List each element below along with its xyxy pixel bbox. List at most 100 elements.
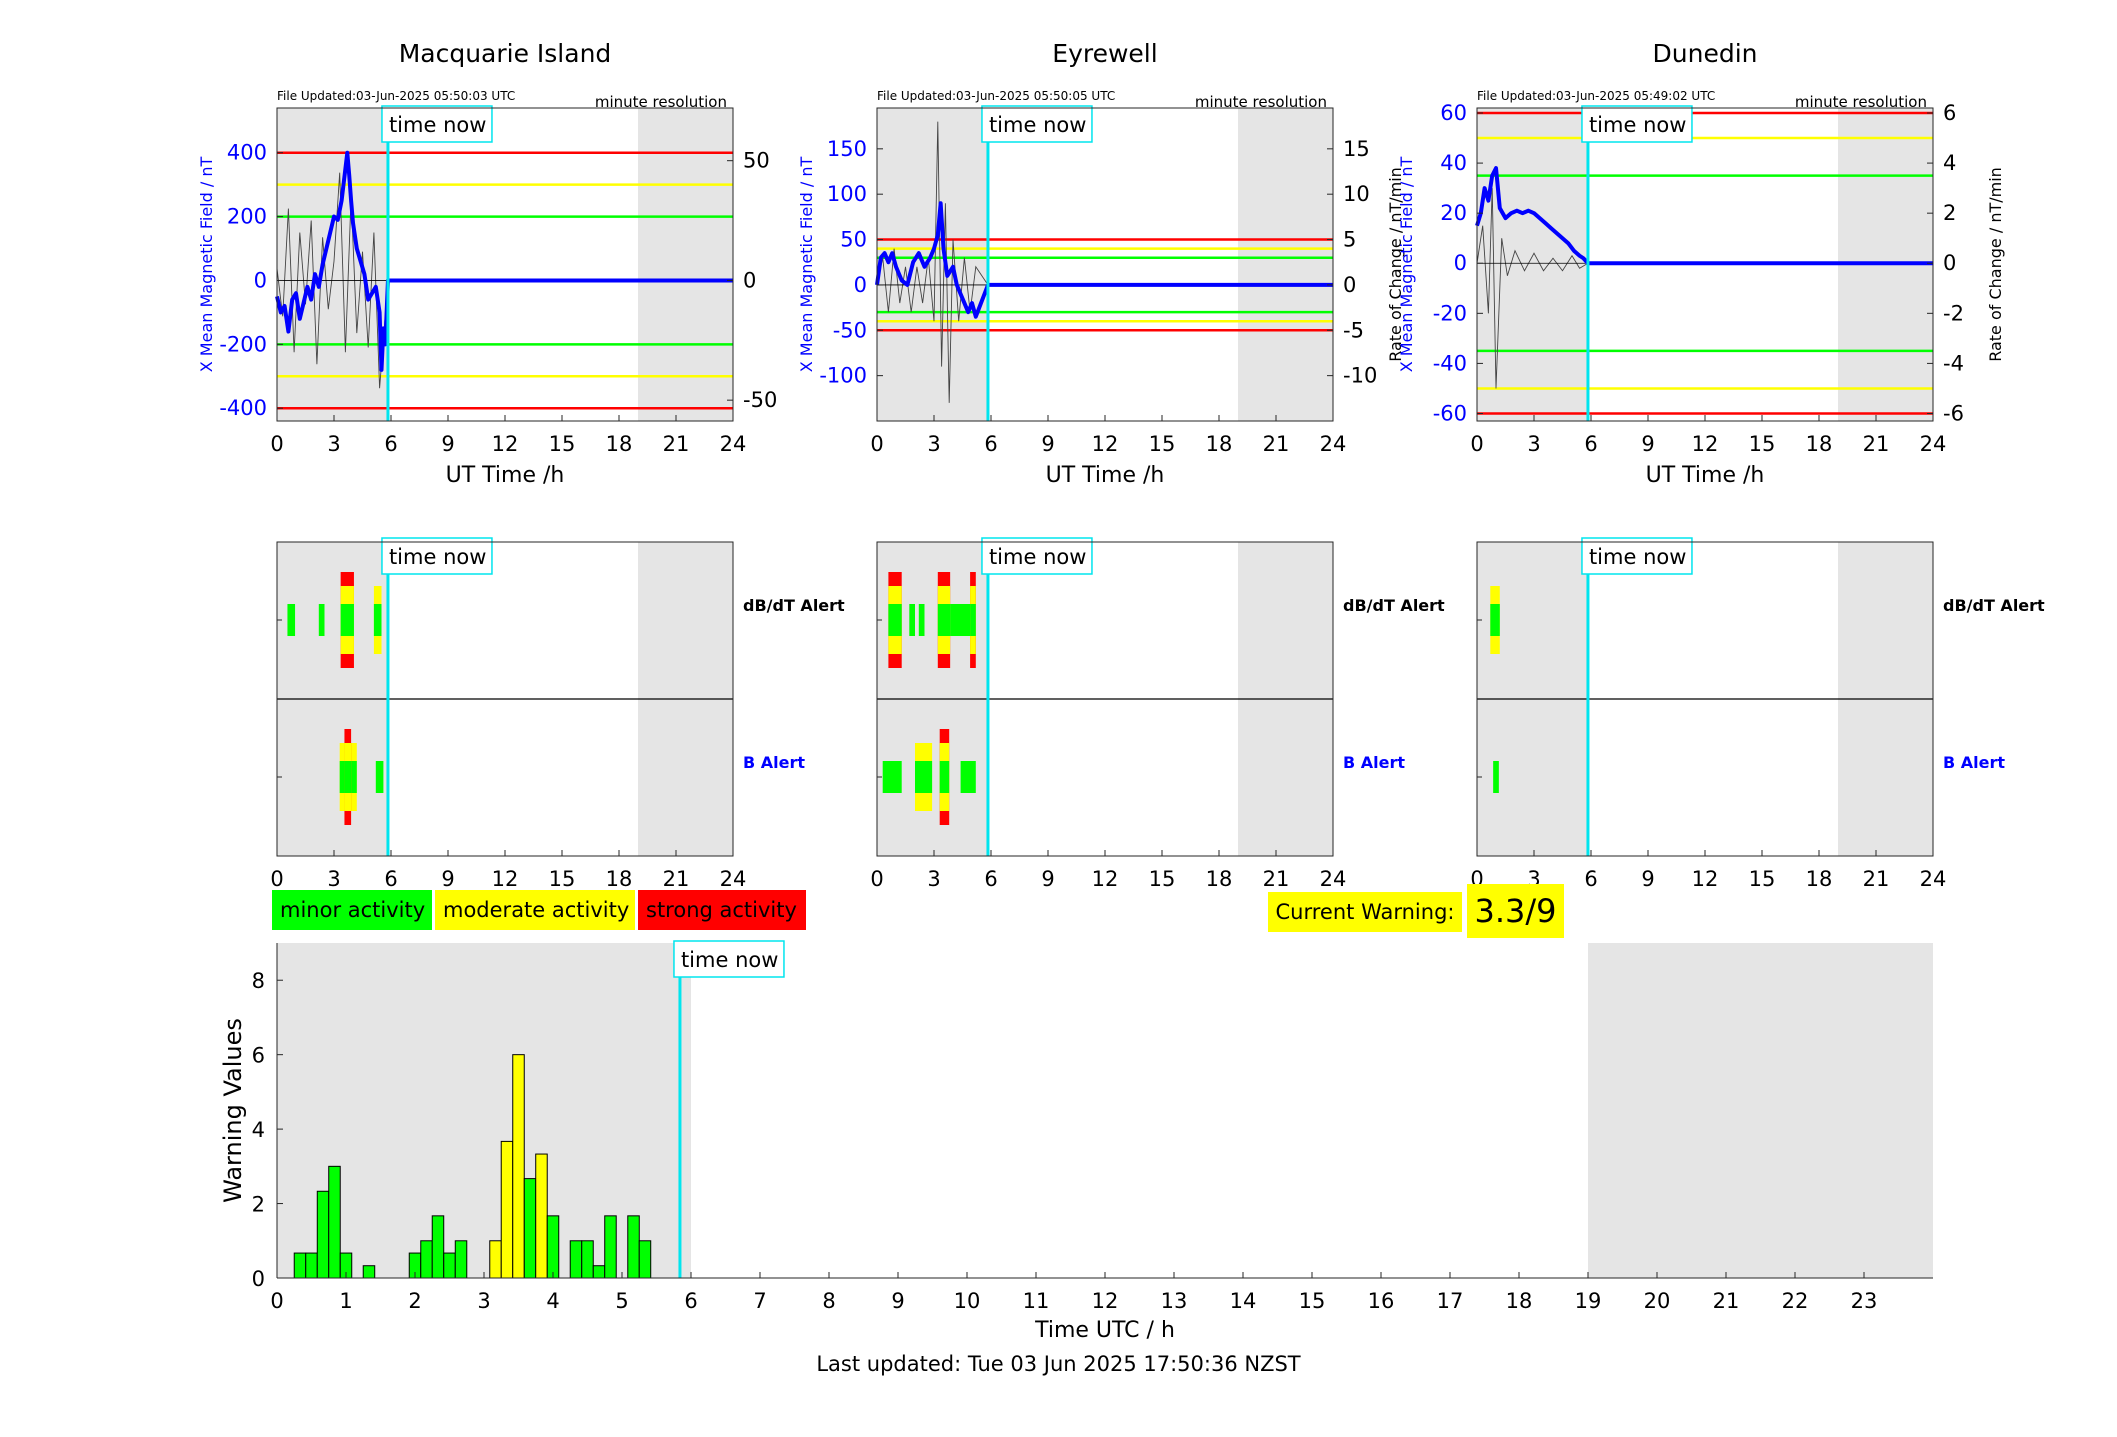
alert-bar-minor: [960, 761, 976, 793]
x-tick-label: 15: [549, 867, 576, 891]
y-tick-label-right: 15: [1343, 137, 1370, 161]
y-tick-label-right: 0: [743, 268, 756, 292]
x-tick-label: 3: [477, 1289, 490, 1313]
warning-bar: [581, 1240, 594, 1279]
warning-bar: [500, 1140, 514, 1279]
x-tick-label: 0: [870, 432, 883, 456]
x-tick-label: 15: [1749, 867, 1776, 891]
x-tick-label: 3: [927, 432, 940, 456]
alert-bar-minor: [340, 604, 354, 636]
warning-bar: [569, 1240, 583, 1279]
warning-bar: [604, 1215, 617, 1279]
warning-bar: [546, 1215, 560, 1279]
x-tick-label: 6: [1584, 432, 1597, 456]
station-title: Eyrewell: [1052, 39, 1157, 68]
alert-bar-minor: [882, 761, 902, 793]
y-tick-label-left: -50: [833, 318, 867, 342]
night-shade: [277, 108, 388, 421]
y-tick-label: 4: [252, 1118, 265, 1142]
y-axis-label-left: X Mean Magnetic Field / nT: [197, 157, 216, 373]
time-now-label-box: [381, 537, 493, 575]
warning-bar: [431, 1215, 445, 1279]
x-tick-label: 20: [1644, 1289, 1671, 1313]
y-tick-label: 8: [252, 969, 265, 993]
warning-bar: [489, 1240, 502, 1279]
alert-bar-minor: [909, 604, 915, 636]
x-tick-label: 24: [1320, 432, 1347, 456]
dbdt-alert-label: dB/dT Alert: [1943, 596, 2045, 615]
x-tick-label: 11: [1023, 1289, 1050, 1313]
x-tick-label: 6: [984, 432, 997, 456]
x-axis-label: UT Time /h: [1046, 463, 1165, 488]
y-tick-label-left: 0: [854, 273, 867, 297]
x-tick-label: 17: [1437, 1289, 1464, 1313]
y-tick-label-right: -6: [1943, 401, 1964, 425]
alert-bar-minor: [1493, 761, 1499, 793]
x-tick-label: 21: [1713, 1289, 1740, 1313]
time-now-label: time now: [989, 113, 1086, 137]
x-tick-label: 3: [327, 432, 340, 456]
y-axis-label: Warning Values: [219, 1018, 247, 1203]
x-tick-label: 3: [927, 867, 940, 891]
y-tick-label-right: 5: [1343, 228, 1356, 252]
y-tick-label-left: -100: [819, 364, 867, 388]
alert-bar-minor: [937, 604, 951, 636]
x-tick-label: 0: [1470, 432, 1483, 456]
alert-bar-minor: [1490, 604, 1500, 636]
b-alert-label: B Alert: [1343, 753, 1405, 772]
x-tick-label: 6: [984, 867, 997, 891]
y-axis-label-left: X Mean Magnetic Field / nT: [1397, 157, 1416, 373]
y-axis-label-right: Rate of Change / nT/min: [1386, 167, 1405, 362]
x-tick-label: 21: [663, 432, 690, 456]
x-tick-label: 6: [384, 432, 397, 456]
x-tick-label: 21: [1863, 867, 1890, 891]
night-shade: [1588, 943, 1933, 1278]
x-tick-label: 9: [1041, 867, 1054, 891]
y-tick-label-left: 150: [827, 137, 867, 161]
x-tick-label: 24: [720, 432, 747, 456]
warning-bar: [293, 1252, 307, 1279]
x-tick-label: 18: [1506, 1289, 1533, 1313]
x-tick-label: 12: [1092, 867, 1119, 891]
x-tick-label: 0: [870, 867, 883, 891]
y-tick-label-right: 4: [1943, 151, 1956, 175]
x-tick-label: 21: [1863, 432, 1890, 456]
y-tick-label-right: 0: [1343, 273, 1356, 297]
x-tick-label: 18: [1206, 867, 1233, 891]
y-tick-label-right: 2: [1943, 201, 1956, 225]
x-tick-label: 15: [549, 432, 576, 456]
resolution-text: minute resolution: [1795, 93, 1927, 111]
x-tick-label: 6: [384, 867, 397, 891]
warning-bar: [443, 1252, 456, 1279]
alert-bar-minor: [970, 604, 976, 636]
x-tick-label: 1: [339, 1289, 352, 1313]
dbdt-alert-label: dB/dT Alert: [1343, 596, 1445, 615]
x-tick-label: 15: [1149, 432, 1176, 456]
file-updated-text: File Updated:03-Jun-2025 05:50:05 UTC: [877, 89, 1115, 103]
alert-bar-minor: [373, 604, 382, 636]
y-tick-label-right: -10: [1343, 364, 1377, 388]
x-tick-label: 15: [1749, 432, 1776, 456]
alert-bar-minor: [939, 761, 950, 793]
alert-bar-minor: [950, 604, 971, 636]
alert-bar-minor: [375, 761, 384, 793]
warning-bar: [305, 1252, 318, 1279]
alert-bar-minor: [318, 604, 325, 636]
x-tick-label: 12: [1092, 1289, 1119, 1313]
y-tick-label: 2: [252, 1193, 265, 1217]
x-tick-label: 9: [1641, 867, 1654, 891]
y-tick-label-left: -60: [1433, 401, 1467, 425]
x-tick-label: 3: [327, 867, 340, 891]
x-tick-label: 5: [615, 1289, 628, 1313]
y-tick-label-right: -2: [1943, 301, 1964, 325]
x-tick-label: 24: [720, 867, 747, 891]
station-title: Dunedin: [1653, 39, 1758, 68]
x-tick-label: 18: [606, 432, 633, 456]
x-tick-label: 18: [606, 867, 633, 891]
x-tick-label: 2: [408, 1289, 421, 1313]
x-tick-label: 0: [270, 432, 283, 456]
x-tick-label: 9: [891, 1289, 904, 1313]
b-alert-label: B Alert: [743, 753, 805, 772]
x-tick-label: 21: [1263, 432, 1290, 456]
